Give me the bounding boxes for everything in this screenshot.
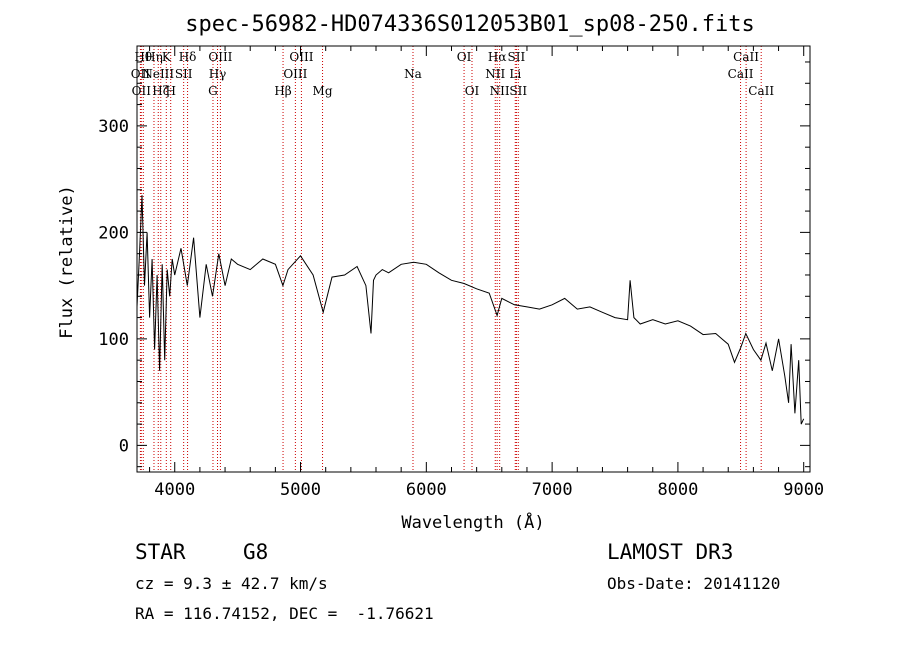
survey-name: LAMOST DR3 <box>607 540 734 564</box>
line-label: Hθ <box>134 50 152 64</box>
line-label: Li <box>509 67 521 81</box>
line-label: NII <box>490 84 510 98</box>
line-label: H <box>165 84 175 98</box>
plot-frame <box>136 45 811 473</box>
object-class: STAR <box>135 540 186 564</box>
line-label: Mg <box>313 84 333 98</box>
line-label: K <box>162 50 172 64</box>
line-label: CaII <box>748 84 774 98</box>
y-tick-label: 100 <box>98 330 129 350</box>
x-tick-label: 9000 <box>783 480 824 500</box>
line-label: CaII <box>733 50 759 64</box>
y-tick-label: 300 <box>98 117 129 137</box>
line-label: OI <box>465 84 480 98</box>
line-label: SII <box>508 50 526 64</box>
chart-title: spec-56982-HD074336S012053B01_sp08-250.f… <box>185 12 755 37</box>
line-label: OIII <box>208 50 232 64</box>
line-markers <box>139 46 762 472</box>
y-axis-ticks: 0 100 200 300 <box>98 61 810 468</box>
x-tick-label: 7000 <box>532 480 573 500</box>
observation-date: Obs-Date: 20141120 <box>607 574 781 593</box>
line-label: OII <box>132 84 152 98</box>
line-label: CaII <box>728 67 754 81</box>
x-tick-label: 4000 <box>154 480 195 500</box>
line-label: OII <box>131 67 151 81</box>
line-label: OI <box>457 50 472 64</box>
spectrum-line <box>136 195 805 425</box>
line-label: Hγ <box>209 67 227 81</box>
redshift-velocity: cz = 9.3 ± 42.7 km/s <box>135 574 328 593</box>
line-label: Hδ <box>179 50 197 64</box>
line-labels: OIIOIIHθHηNeIIIHζKHSIIHδGHγOIIIHβOIIIOII… <box>131 50 775 98</box>
x-axis-ticks: 4000 5000 6000 7000 8000 9000 <box>149 46 824 500</box>
coordinates: RA = 116.74152, DEC = -1.76621 <box>135 604 434 623</box>
y-tick-label: 200 <box>98 223 129 243</box>
line-label: NeIII <box>142 67 174 81</box>
line-label: OIII <box>283 67 307 81</box>
line-label: SII <box>509 84 527 98</box>
line-label: Hη <box>145 50 163 64</box>
line-label: NII <box>485 67 505 81</box>
x-tick-label: 8000 <box>657 480 698 500</box>
x-axis-label: Wavelength (Å) <box>401 511 544 533</box>
x-tick-label: 6000 <box>406 480 447 500</box>
y-axis-label: Flux (relative) <box>57 185 77 339</box>
line-label: Hζ <box>152 84 169 98</box>
object-subclass: G8 <box>243 540 269 564</box>
y-tick-label: 0 <box>119 436 129 456</box>
line-label: Hβ <box>274 84 291 98</box>
spectrum-chart: spec-56982-HD074336S012053B01_sp08-250.f… <box>57 12 824 533</box>
line-label: OIII <box>289 50 313 64</box>
line-label: Na <box>404 67 422 81</box>
line-label: SII <box>175 67 193 81</box>
line-label: G <box>208 84 218 98</box>
x-tick-label: 5000 <box>280 480 321 500</box>
line-label: Hα <box>488 50 507 64</box>
